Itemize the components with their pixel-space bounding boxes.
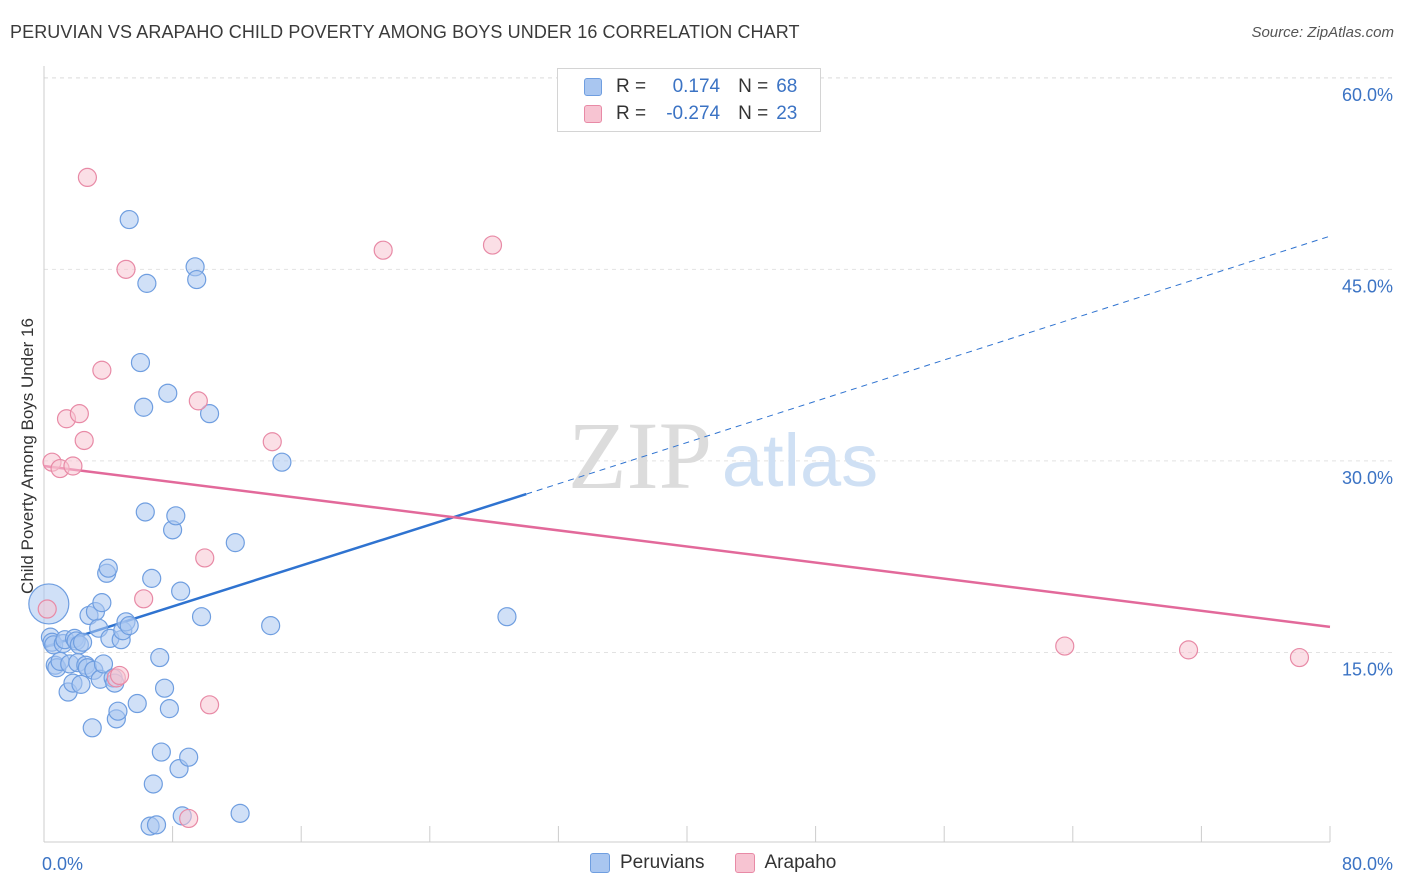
legend-item-arapaho: Arapaho: [734, 852, 837, 874]
point-peruvians: [93, 654, 114, 674]
point-arapaho: [74, 430, 94, 451]
point-peruvians: [150, 647, 170, 668]
tick-labels: 15.0% 30.0% 45.0% 60.0% 0.0% 80.0%: [42, 85, 1393, 874]
point-peruvians: [130, 352, 151, 373]
trend-line-arapaho: [43, 464, 1331, 629]
point-peruvians: [135, 502, 155, 522]
legend-row-arapaho: R = -0.274 N = 23: [584, 102, 797, 126]
point-peruvians: [151, 742, 171, 762]
trend-line-extension-peruvians: [526, 235, 1331, 495]
legend-label-arapaho: Arapaho: [764, 852, 837, 873]
point-arapaho: [262, 432, 282, 452]
point-arapaho: [109, 665, 130, 686]
point-peruvians: [146, 815, 167, 835]
point-peruvians: [166, 506, 186, 526]
legend-n-value: 23: [776, 103, 798, 124]
legend-swatch-arapaho: [584, 105, 602, 123]
point-peruvians: [230, 803, 250, 823]
point-peruvians: [119, 209, 139, 230]
y-axis-label: Child Poverty Among Boys Under 16: [18, 318, 37, 594]
point-arapaho: [134, 589, 154, 609]
legend-n-label: N =: [738, 103, 769, 124]
legend-swatch-peruvians: [584, 78, 602, 96]
point-peruvians: [261, 616, 281, 636]
point-peruvians: [82, 718, 102, 738]
point-peruvians: [159, 699, 179, 719]
legend-n-label: N =: [738, 76, 769, 97]
point-peruvians: [134, 397, 154, 417]
grid-lines: [44, 77, 1395, 653]
point-arapaho: [179, 808, 199, 829]
point-arapaho: [116, 259, 136, 279]
point-arapaho: [482, 235, 503, 255]
point-peruvians: [143, 774, 163, 794]
point-peruvians: [272, 452, 292, 472]
series-legend: Peruvians Arapaho: [590, 852, 866, 874]
source-label: Source: ZipAtlas.com: [1251, 24, 1394, 41]
point-peruvians: [119, 616, 139, 636]
axes: [43, 66, 1331, 843]
point-arapaho: [195, 548, 215, 568]
point-arapaho: [92, 360, 112, 380]
legend-r-label: R =: [616, 103, 647, 124]
y-tick-label: 15.0%: [1342, 659, 1393, 679]
watermark-atlas: atlas: [722, 419, 878, 502]
legend-swatch-arapaho: [734, 853, 755, 873]
point-peruvians: [72, 632, 93, 652]
legend-r-value: 0.174: [672, 76, 721, 97]
point-arapaho: [199, 695, 220, 715]
legend-n-value: 68: [776, 76, 798, 97]
point-peruvians: [142, 568, 162, 588]
legend-r-value: -0.274: [666, 103, 721, 124]
point-arapaho: [1178, 640, 1199, 660]
chart-title: PERUVIAN VS ARAPAHO CHILD POVERTY AMONG …: [10, 22, 800, 42]
point-arapaho: [1289, 647, 1310, 668]
point-arapaho: [373, 240, 393, 260]
watermark-zip: ZIP: [568, 402, 712, 509]
point-peruvians: [187, 269, 207, 290]
point-peruvians: [98, 558, 118, 578]
point-peruvians: [497, 607, 517, 627]
legend-r-label: R =: [616, 76, 647, 97]
point-peruvians: [179, 747, 199, 767]
data-points: [28, 167, 1310, 836]
point-peruvians: [127, 693, 147, 714]
point-peruvians: [225, 533, 245, 553]
point-peruvians: [158, 383, 178, 403]
point-peruvians: [71, 674, 91, 694]
point-arapaho: [77, 167, 98, 188]
legend-swatch-peruvians: [590, 853, 610, 873]
point-peruvians: [92, 593, 112, 613]
point-peruvians: [137, 273, 157, 293]
stats-legend: R = 0.174 N = 68 R = -0.274 N = 23: [557, 68, 821, 132]
point-arapaho: [1055, 636, 1075, 656]
point-peruvians: [191, 607, 212, 627]
y-tick-label: 30.0%: [1342, 468, 1393, 488]
point-arapaho: [69, 404, 89, 424]
x-tick-label: 80.0%: [1342, 854, 1393, 874]
point-peruvians: [154, 678, 175, 698]
y-tick-label: 45.0%: [1342, 276, 1393, 296]
watermark: ZIP atlas: [568, 402, 878, 509]
legend-item-peruvians: Peruvians: [590, 852, 705, 874]
y-tick-label: 60.0%: [1342, 85, 1393, 105]
point-arapaho: [188, 391, 208, 411]
point-arapaho: [37, 599, 57, 619]
point-peruvians: [199, 404, 220, 424]
legend-label-peruvians: Peruvians: [620, 852, 705, 873]
point-peruvians: [171, 581, 191, 601]
point-arapaho: [63, 456, 83, 476]
legend-row-peruvians: R = 0.174 N = 68: [584, 75, 797, 99]
point-peruvians: [108, 701, 128, 721]
x-tick-label: 0.0%: [42, 854, 83, 874]
